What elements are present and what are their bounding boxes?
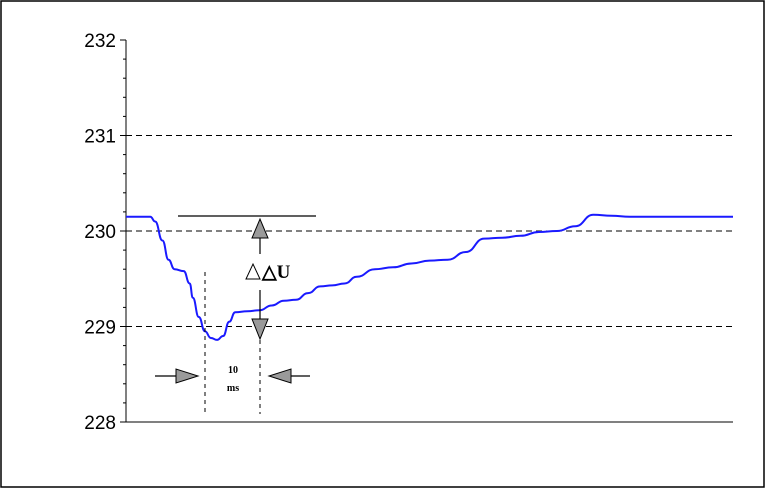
interval-label-bottom: ms: [227, 383, 239, 394]
delta-u-label: △U: [261, 262, 291, 283]
delta-triangle-icon: [245, 262, 261, 280]
arrow-up-icon: [251, 217, 269, 239]
y-axis-ticks: 232 231 230 229 228: [84, 31, 126, 434]
y-tick-label: 231: [84, 127, 116, 148]
y-tick-label: 230: [84, 222, 116, 243]
y-tick-label: 228: [84, 413, 116, 434]
interval-label-top: 10: [228, 365, 238, 376]
y-tick-label: 229: [84, 318, 116, 339]
interval-annotation: 10 ms: [155, 272, 310, 414]
voltage-line: [126, 213, 733, 341]
arrow-right-icon: [175, 368, 200, 384]
series-layer: [126, 213, 733, 341]
delta-u-annotation: △U: [178, 215, 316, 341]
y-tick-label: 232: [84, 31, 116, 52]
arrow-down-icon: [251, 318, 269, 341]
arrow-left-icon: [267, 368, 292, 384]
